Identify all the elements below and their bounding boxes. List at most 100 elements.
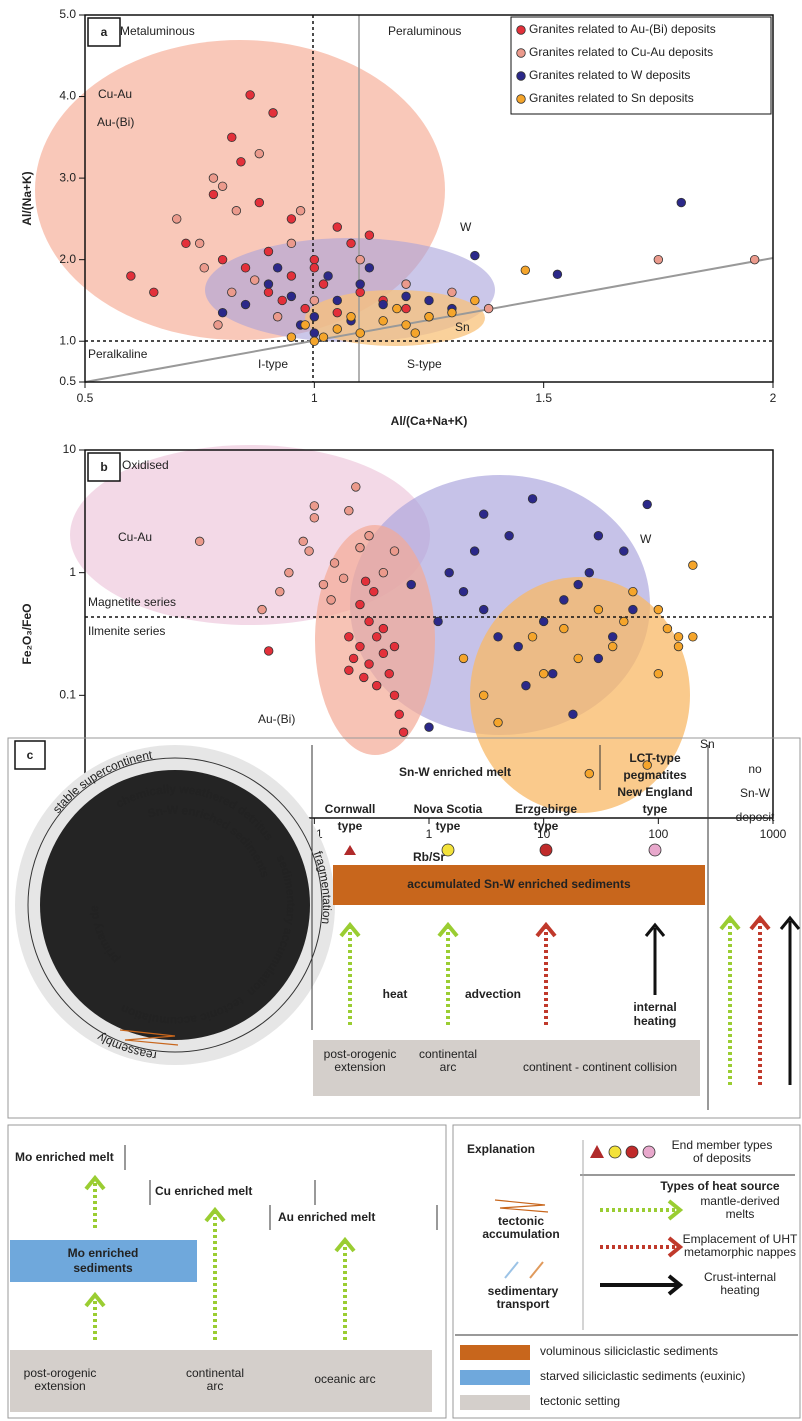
section-title: Au enriched melt (278, 1210, 375, 1224)
data-point (304, 546, 314, 556)
label: arc (207, 1379, 224, 1393)
label: Sn-W (740, 786, 771, 800)
data-point (406, 579, 416, 590)
data-point (286, 238, 297, 249)
swatch (460, 1395, 530, 1410)
data-point (364, 616, 374, 627)
y-tick-label: 5.0 (59, 7, 76, 21)
data-point (355, 599, 365, 610)
annotation: I-type (258, 357, 288, 371)
deposit-marker (642, 1145, 656, 1159)
data-point (213, 320, 223, 330)
legend-label: Granites related to Cu-Au deposits (529, 45, 713, 59)
annotation: W (640, 532, 652, 546)
data-point (401, 320, 411, 330)
legend-label: tectonic setting (540, 1394, 620, 1408)
legend-marker (516, 94, 526, 104)
region (470, 577, 690, 813)
data-point (355, 254, 365, 265)
data-point (433, 616, 443, 627)
swatch (460, 1370, 530, 1385)
data-point (346, 312, 356, 322)
cycle-arrow (27, 757, 323, 1053)
deposit-marker (344, 845, 356, 855)
data-point (332, 324, 342, 334)
data-point (351, 482, 361, 492)
data-point (584, 567, 594, 578)
label: extension (334, 1060, 385, 1074)
data-point (318, 579, 329, 590)
cycle-core (40, 770, 310, 1040)
arrow-head (749, 914, 771, 931)
data-point (628, 604, 638, 615)
data-point (277, 295, 287, 306)
icon (494, 1199, 549, 1213)
data-point (493, 717, 503, 728)
label: type (534, 819, 559, 833)
arrow-head (667, 1274, 684, 1296)
data-point (608, 632, 618, 642)
x-tick-label: 1 (426, 827, 433, 841)
panel-label: b (100, 460, 107, 474)
panel-label-box (87, 452, 121, 482)
label: Nova Scotia (414, 802, 483, 816)
data-point (573, 579, 583, 590)
data-point (309, 295, 320, 306)
data-point (329, 558, 340, 568)
data-point (372, 680, 382, 691)
data-point (126, 271, 136, 281)
data-point (653, 604, 664, 615)
data-point (520, 265, 531, 275)
data-point (568, 709, 578, 720)
data-point (378, 648, 389, 659)
label: sedimentary (488, 1284, 559, 1298)
icon (529, 1261, 544, 1279)
data-point (284, 567, 294, 578)
data-point (217, 307, 228, 318)
label: metamorphic nappes (684, 1245, 796, 1259)
data-point (300, 303, 310, 314)
box-label: accumulated Sn-W enriched sediments (407, 877, 631, 891)
data-point (231, 206, 242, 216)
data-point (309, 328, 320, 338)
data-point (493, 632, 503, 642)
data-point (208, 173, 219, 183)
arrow-head (535, 921, 557, 938)
label: Emplacement of UHT (683, 1232, 798, 1246)
x-axis-label: Rb/Sr (413, 850, 445, 864)
data-point (619, 616, 629, 627)
deposit-marker (441, 843, 455, 857)
data-point (194, 536, 205, 547)
panel-frame (452, 1124, 801, 1419)
deposit-marker (539, 843, 553, 857)
data-point (254, 148, 264, 159)
arrow-head (667, 1236, 684, 1258)
label: sediments (73, 1261, 133, 1275)
charts: 0.5 1 1.5 2 0.5 1.0 2.0 3.0 4.0 5.0 Al/(Ca+Na+K) Al… (20, 7, 786, 864)
data-point (332, 222, 342, 232)
label: Erzgebirge (515, 802, 577, 816)
data-point (378, 567, 389, 578)
label: type (643, 802, 668, 816)
data-point (268, 108, 278, 118)
legend-marker (516, 71, 526, 81)
data-point (309, 336, 320, 346)
arrow-head (339, 921, 361, 938)
section-title: Mo enriched melt (15, 1150, 114, 1164)
annotation: Metaluminous (120, 24, 195, 38)
x-tick-label: 100 (648, 827, 668, 841)
label: deposit (736, 810, 775, 824)
y-tick-label: 2.0 (59, 252, 76, 266)
annotation: Sn (700, 737, 715, 751)
data-point (272, 263, 283, 273)
y-tick-label: 10 (63, 442, 77, 456)
data-point (309, 312, 320, 322)
annotation: Peralkaline (88, 347, 148, 361)
deposit-marker (625, 1145, 639, 1159)
data-point (608, 641, 618, 652)
data-point (470, 250, 480, 261)
data-point (653, 254, 664, 265)
arrow-head (779, 915, 801, 930)
panel-frame (7, 1124, 447, 1419)
label: no (748, 762, 762, 776)
